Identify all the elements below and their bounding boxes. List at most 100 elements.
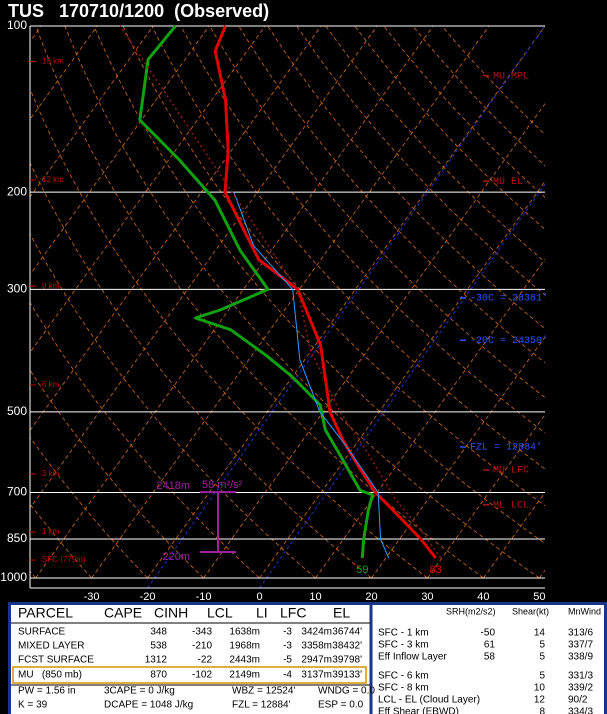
parcel-cell: 3137m [301, 670, 332, 681]
inflow-top-label: 2418m [156, 480, 190, 492]
shear-cell: SFC - 8 km [378, 683, 429, 694]
annotation: MU EL [493, 177, 523, 188]
parcel-cell: SURFACE [18, 627, 66, 638]
background-lines [30, 26, 545, 588]
x-tick-label: 20 [365, 591, 377, 603]
shear-cell: 90/2 [568, 695, 588, 706]
parcel-cell: -5 [283, 655, 292, 666]
shear-cell: 5 [539, 640, 545, 651]
height-label: 12 km [42, 175, 64, 184]
y-tick-label: 100 [7, 18, 27, 32]
inflow-bottom-label: 220m [162, 551, 190, 563]
dry-adiabat [296, 26, 545, 296]
shear-cell: 5 [539, 671, 545, 682]
isotherm-grid-line [259, 180, 545, 579]
dry-adiabat [151, 26, 545, 470]
parcel-cell: -102 [192, 670, 212, 681]
index-cell: WBZ = 12524' [232, 686, 295, 697]
annotation: MU LFC [493, 466, 529, 477]
dry-adiabat [122, 26, 545, 507]
x-tick-label: -30 [84, 591, 100, 603]
shear-cell: 337/7 [568, 640, 593, 651]
table-panel [8, 602, 607, 714]
dry-adiabat [325, 26, 545, 263]
parcel-header: CINH [154, 605, 188, 621]
shear-cell: LCL - EL (Cloud Layer) [378, 695, 480, 706]
isotherm-grid-line [203, 103, 545, 579]
parcel-cell: 36744' [332, 627, 362, 638]
profile-line [119, 25, 442, 559]
dry-adiabat [180, 26, 545, 434]
height-label: 15 km [42, 57, 64, 66]
shear-header: Shear(kt) [512, 606, 549, 616]
parcel-cell: 39798' [332, 655, 362, 666]
y-tick-label: 1000 [0, 570, 27, 584]
parcel-cell: 538 [150, 641, 167, 652]
shear-cell: 313/6 [568, 628, 593, 639]
parcel-cell: 2947m [301, 655, 332, 666]
index-cell: DCAPE = 1048 J/kg [104, 700, 193, 711]
y-tick-label: 850 [7, 531, 27, 545]
isotherm-grid-line [427, 414, 545, 579]
isotherm [30, 26, 322, 431]
index-cell: PW = 1.56 in [18, 686, 76, 697]
shear-cell: 14 [534, 628, 546, 639]
dry-adiabat [412, 26, 545, 167]
y-tick-label: 200 [7, 184, 27, 198]
parcel-cell: 2149m [229, 670, 260, 681]
dry-adiabat [441, 26, 545, 135]
y-tick-label: 500 [7, 404, 27, 418]
dry-adiabat [267, 26, 545, 330]
height-label: 9 km [42, 281, 60, 290]
shear-cell: 61 [484, 640, 496, 651]
isotherm-grid-line [539, 569, 545, 579]
inflow-label: 58 m²/s² [202, 479, 243, 491]
parcel-cell: 2443m [229, 655, 260, 666]
highlight-isotherm [147, 26, 545, 588]
x-tick-label: 40 [477, 591, 489, 603]
isotherm [30, 26, 378, 509]
height-label: 3 km [42, 469, 60, 478]
x-tick-label: -10 [196, 591, 212, 603]
parcel-header: CAPE [104, 605, 142, 621]
shear-cell: 331/3 [568, 671, 593, 682]
parcel-cell: -22 [198, 655, 213, 666]
shear-cell: 58 [484, 652, 496, 663]
parcel-cell: 39133' [332, 670, 362, 681]
shear-cell: SFC - 6 km [378, 671, 429, 682]
isotherm-grid-line [371, 336, 545, 579]
index-cell: WNDG = 0.0 [318, 686, 375, 697]
highlight-isotherm [259, 183, 545, 588]
index-cell: ESP = 0.0 [318, 700, 364, 711]
profile-line [213, 25, 437, 559]
y-tick-label: 700 [7, 485, 27, 499]
parcel-cell: -3 [283, 627, 292, 638]
x-tick-label: 0 [256, 591, 262, 603]
surface-label: 83 [430, 564, 442, 576]
parcel-cell: 3424m [301, 627, 332, 638]
shear-cell: 8 [539, 707, 545, 714]
annotation: MU MPL [493, 71, 529, 82]
parcel-header: LFC [280, 605, 306, 621]
annotation: FZL = 12884' [470, 442, 542, 454]
index-cell: K = 39 [18, 700, 48, 711]
shear-cell: Eff Inflow Layer [378, 652, 447, 663]
parcel-cell: 348 [150, 627, 167, 638]
height-label: SFC (779m) [42, 555, 86, 564]
isotherm-grid-line [91, 26, 490, 579]
shear-cell: 5 [539, 652, 545, 663]
shear-cell: Eff Shear (EBWD) [378, 707, 459, 714]
parcel-cell: 1638m [229, 627, 260, 638]
isotherm-grid-line [315, 258, 545, 579]
x-tick-label: 50 [533, 591, 545, 603]
highlight-row-box [12, 666, 367, 684]
surface-label: 59 [356, 564, 368, 576]
x-tick-label: 30 [421, 591, 433, 603]
parcel-cell: MIXED LAYER [18, 641, 85, 652]
height-label: 6 km [42, 380, 60, 389]
parcel-cell: -3 [283, 641, 292, 652]
dry-adiabat [30, 87, 428, 579]
dry-adiabat [30, 369, 204, 579]
